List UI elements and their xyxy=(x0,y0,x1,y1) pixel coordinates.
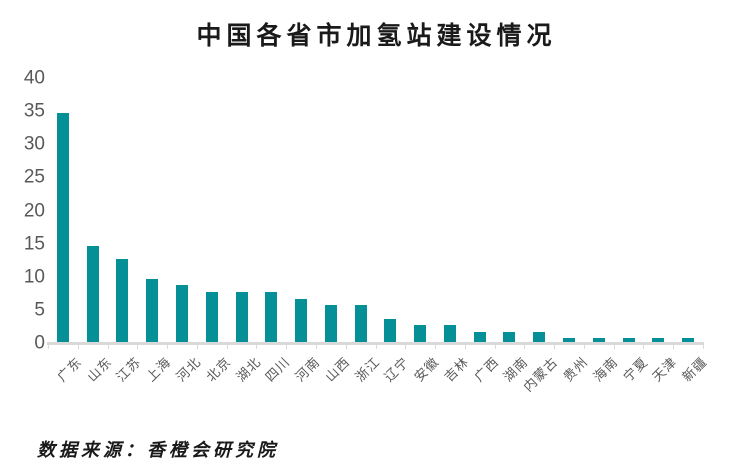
bar xyxy=(265,292,278,345)
bar xyxy=(473,331,486,345)
bar xyxy=(443,325,456,345)
x-axis-tick-mark xyxy=(703,345,704,349)
y-axis-tick-label: 0 xyxy=(34,332,45,354)
x-axis-label: 安徽 xyxy=(412,354,443,386)
x-axis-label: 北京 xyxy=(203,354,235,386)
x-axis-tick-mark xyxy=(405,345,407,349)
x-axis-tick-mark xyxy=(256,345,258,349)
x-axis-tick-mark xyxy=(494,345,496,349)
bar xyxy=(592,338,605,345)
x-axis-tick-mark xyxy=(196,345,198,349)
bar xyxy=(622,338,635,345)
x-axis-tick-mark xyxy=(48,345,49,349)
y-axis-tick-label: 40 xyxy=(23,67,45,89)
y-axis-tick-label: 5 xyxy=(34,299,45,321)
bar xyxy=(503,331,516,345)
x-axis-tick-mark xyxy=(554,345,556,349)
bar xyxy=(563,338,576,345)
x-axis-label: 广东 xyxy=(54,354,86,386)
bar xyxy=(205,292,218,345)
x-axis-tick-mark xyxy=(643,345,645,349)
x-axis-label: 吉林 xyxy=(441,354,473,386)
x-axis-tick-mark xyxy=(464,345,466,349)
bar xyxy=(56,113,69,345)
y-axis-tick-label: 30 xyxy=(23,133,45,155)
x-axis-tick-mark xyxy=(673,345,675,349)
x-axis-tick-mark xyxy=(226,345,228,349)
bar xyxy=(414,325,427,345)
bar xyxy=(146,278,159,345)
bar xyxy=(354,305,367,345)
x-axis-tick-mark xyxy=(137,345,139,349)
bar xyxy=(175,285,188,345)
x-axis-label: 天津 xyxy=(650,354,681,386)
chart-title: 中国各省市加氢站建设情况 xyxy=(196,21,557,50)
y-axis-tick-label: 35 xyxy=(23,100,45,122)
x-axis-label: 海南 xyxy=(590,354,622,386)
bar xyxy=(324,305,337,345)
x-axis-tick-mark xyxy=(167,345,169,349)
x-axis-label: 四川 xyxy=(263,354,294,386)
x-axis-line xyxy=(47,342,704,345)
x-axis-label: 辽宁 xyxy=(382,354,413,386)
x-axis-tick-mark xyxy=(583,345,585,349)
x-axis-tick-mark xyxy=(315,345,317,349)
x-axis-label: 湖北 xyxy=(233,354,264,386)
x-axis-tick-mark xyxy=(345,345,347,349)
x-axis-label: 宁夏 xyxy=(620,354,652,386)
bar xyxy=(533,331,546,345)
x-axis-label: 河南 xyxy=(293,354,324,386)
y-axis-tick-label: 10 xyxy=(23,266,45,288)
x-axis-label: 浙江 xyxy=(352,354,384,386)
bar xyxy=(682,338,695,345)
x-axis-label: 新疆 xyxy=(680,354,711,386)
x-axis-tick-mark xyxy=(524,345,526,349)
bar xyxy=(235,292,248,345)
x-axis-tick-mark xyxy=(77,345,79,349)
bar xyxy=(295,298,308,345)
x-axis-label: 贵州 xyxy=(561,354,592,386)
x-axis-tick-mark xyxy=(435,345,437,349)
y-axis-tick-label: 15 xyxy=(23,233,45,255)
bar xyxy=(384,318,397,345)
x-axis-tick-mark xyxy=(107,345,109,349)
x-axis-label: 山东 xyxy=(84,354,116,386)
x-axis-tick-mark xyxy=(375,345,377,349)
x-axis-label: 广西 xyxy=(471,354,503,386)
x-axis-label: 江苏 xyxy=(114,354,145,386)
y-axis-tick-label: 20 xyxy=(23,200,45,222)
bar xyxy=(86,245,99,345)
source-note: 数据来源：香橙会研究院 xyxy=(37,440,279,461)
x-axis-label: 山西 xyxy=(322,354,354,386)
y-axis-tick-label: 25 xyxy=(23,166,45,188)
x-axis-label: 河北 xyxy=(174,354,205,386)
x-axis-label: 上海 xyxy=(144,354,175,386)
bar xyxy=(652,338,665,345)
bar xyxy=(116,258,129,345)
x-axis-tick-mark xyxy=(286,345,288,349)
x-axis-tick-mark xyxy=(613,345,615,349)
